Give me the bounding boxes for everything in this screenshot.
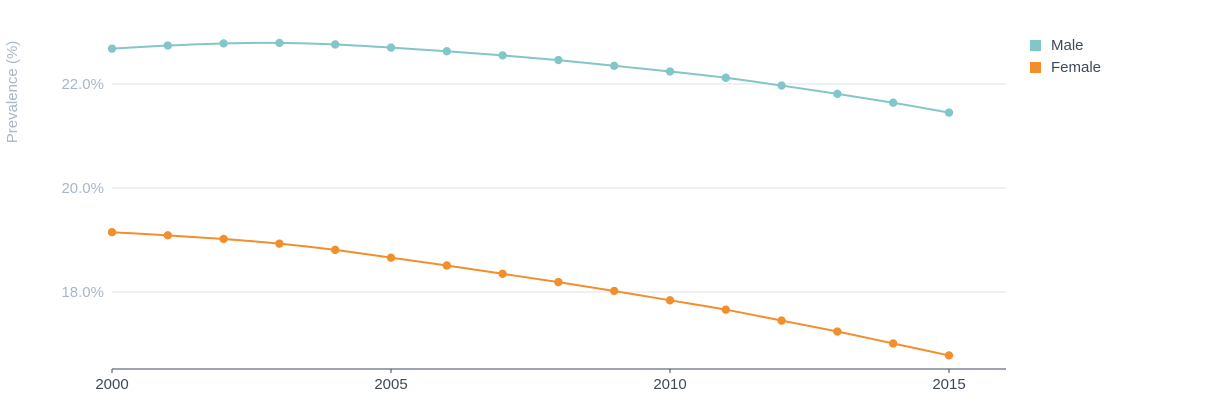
data-point-male — [665, 67, 675, 76]
data-point-female — [107, 228, 117, 237]
data-point-male — [944, 108, 954, 117]
data-point-female — [610, 286, 619, 296]
data-point-male — [107, 44, 117, 53]
x-tick-label: 2015 — [932, 376, 965, 393]
legend-swatch-male — [1030, 39, 1041, 51]
data-point-female — [498, 269, 507, 278]
x-tick-label: 2010 — [653, 376, 686, 393]
series-male — [107, 38, 954, 117]
gridlines — [112, 83, 1006, 293]
data-point-male — [498, 51, 507, 60]
axes: 18.0% 20.0% 22.0% 2000 2005 2010 2015 — [61, 76, 1006, 393]
data-point-male — [833, 89, 842, 99]
series-line-male — [111, 41, 950, 114]
data-point-male — [721, 73, 730, 82]
data-point-female — [777, 316, 786, 325]
series-female — [107, 228, 954, 360]
data-point-male — [163, 41, 172, 50]
legend-item-male[interactable]: Male — [1030, 34, 1101, 56]
legend-label-male: Male — [1051, 36, 1084, 54]
data-point-male — [442, 47, 451, 56]
legend-label-female: Female — [1051, 58, 1102, 76]
data-point-female — [331, 245, 340, 255]
y-axis-label: Prevalence (%) — [4, 41, 21, 144]
series-line-female — [111, 231, 950, 357]
data-point-female — [833, 327, 842, 336]
y-tick-label: 18.0% — [61, 284, 104, 301]
data-point-male — [889, 98, 898, 107]
data-point-female — [665, 296, 675, 305]
data-point-male — [331, 40, 340, 49]
data-point-female — [386, 253, 396, 262]
data-point-female — [163, 231, 172, 240]
data-point-male — [275, 38, 284, 48]
x-tick-label: 2000 — [95, 376, 128, 393]
y-tick-label: 20.0% — [61, 180, 104, 197]
data-point-female — [219, 234, 228, 244]
legend-item-female[interactable]: Female — [1030, 56, 1101, 78]
data-point-male — [554, 55, 563, 65]
data-point-female — [554, 277, 563, 287]
data-point-female — [721, 305, 730, 314]
legend: Male Female — [1030, 34, 1101, 78]
x-tick-label: 2005 — [374, 376, 407, 393]
data-point-male — [386, 43, 396, 52]
y-axis-label-group: Prevalence (%) — [4, 41, 21, 144]
data-point-male — [777, 81, 786, 90]
legend-swatch-female — [1030, 61, 1041, 73]
data-point-male — [219, 39, 228, 48]
series-layer — [107, 38, 954, 360]
data-point-female — [944, 351, 954, 360]
y-tick-label: 22.0% — [61, 76, 104, 93]
data-point-female — [275, 239, 284, 248]
data-point-female — [442, 261, 451, 270]
data-point-male — [610, 61, 619, 70]
data-point-female — [889, 339, 898, 348]
